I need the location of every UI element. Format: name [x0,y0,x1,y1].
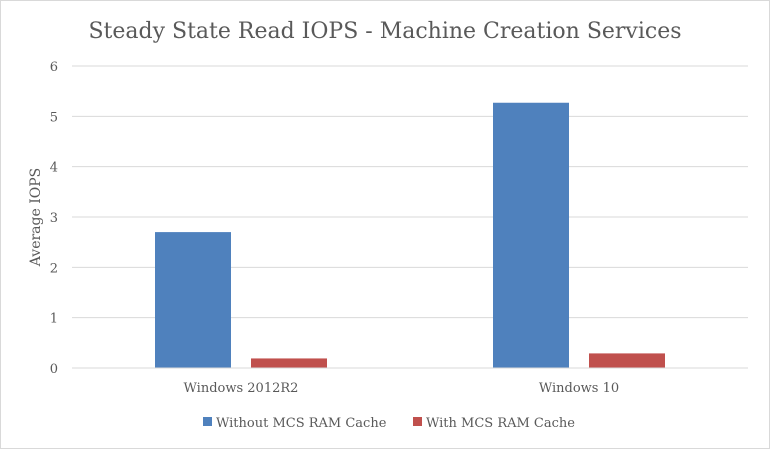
y-axis-label: Average IOPS [28,168,44,268]
x-tick-label: Windows 10 [539,381,619,396]
y-tick-label: 4 [50,161,58,176]
bar [493,102,569,368]
bar [589,353,665,368]
legend-swatch-with-cache [413,417,422,426]
y-tick-label: 3 [50,211,58,226]
y-tick-label: 1 [50,312,58,327]
y-tick-label: 0 [50,362,58,377]
x-tick-label: Windows 2012R2 [184,381,299,396]
y-tick-label: 2 [50,261,58,276]
bars [155,102,665,368]
chart-title: Steady State Read IOPS - Machine Creatio… [88,19,681,44]
x-axis-ticks: Windows 2012R2 Windows 10 [184,381,620,396]
legend-label-without-cache: Without MCS RAM Cache [216,416,387,431]
y-tick-label: 5 [50,110,58,125]
bar [251,358,327,368]
legend-label-with-cache: With MCS RAM Cache [426,416,575,431]
legend: Without MCS RAM Cache With MCS RAM Cache [203,416,575,431]
bar [155,232,231,368]
legend-swatch-without-cache [203,417,212,426]
y-axis-ticks: 0 1 2 3 4 5 6 [50,60,58,377]
y-tick-label: 6 [50,60,58,75]
